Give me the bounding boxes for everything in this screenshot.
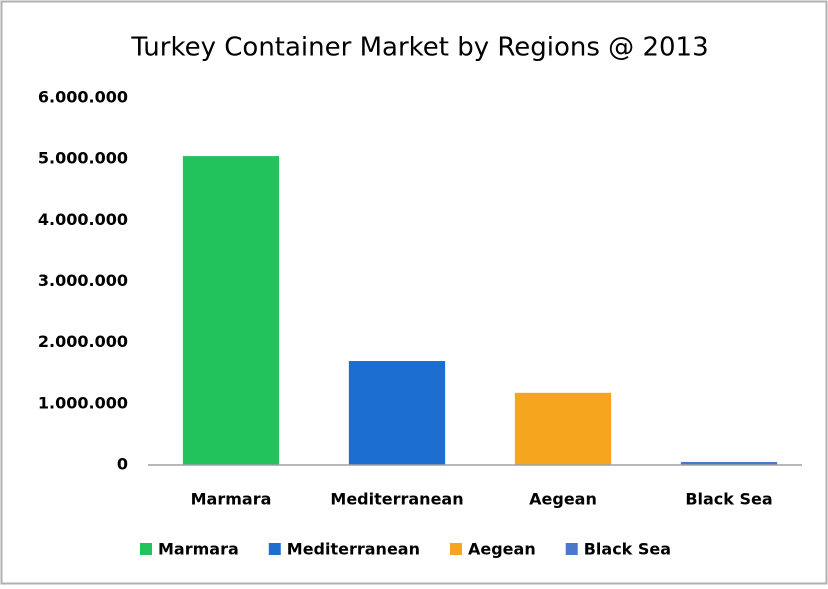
legend-label: Aegean [468, 540, 536, 559]
x-tick-label: Black Sea [685, 490, 772, 509]
legend-label: Marmara [158, 540, 239, 559]
bar [182, 156, 280, 465]
x-tick-label: Aegean [529, 490, 597, 509]
x-tick-label: Marmara [191, 490, 272, 509]
bar [680, 461, 778, 465]
y-tick-label: 6.000.000 [38, 88, 128, 107]
y-tick-label: 0 [117, 455, 128, 474]
y-tick-label: 2.000.000 [38, 332, 128, 351]
legend-label: Mediterranean [287, 540, 420, 559]
legend-swatch [268, 543, 281, 555]
chart-title: Turkey Container Market by Regions @ 201… [130, 33, 708, 63]
bar [514, 392, 612, 465]
y-tick-label: 4.000.000 [38, 210, 128, 229]
y-tick-label: 1.000.000 [38, 393, 128, 412]
legend-label: Black Sea [584, 540, 671, 559]
x-tick-label: Mediterranean [330, 490, 463, 509]
y-tick-label: 5.000.000 [38, 149, 128, 168]
y-tick-label: 3.000.000 [38, 271, 128, 290]
legend-swatch [449, 543, 462, 555]
legend-swatch [565, 543, 578, 555]
legend-swatch [140, 543, 152, 555]
bar [348, 361, 446, 465]
